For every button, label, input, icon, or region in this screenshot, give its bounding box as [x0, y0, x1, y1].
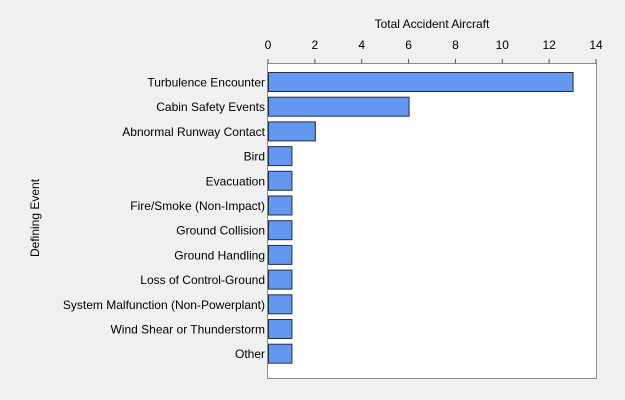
category-label: Evacuation — [206, 174, 265, 188]
bar — [268, 294, 293, 315]
category-label: System Malfunction (Non-Powerplant) — [63, 298, 265, 312]
bar — [268, 146, 293, 167]
category-label: Other — [235, 347, 265, 361]
category-label: Loss of Control-Ground — [140, 273, 265, 287]
x-tick-label: 8 — [452, 38, 459, 52]
bar — [268, 269, 293, 290]
y-axis-title: Defining Event — [28, 178, 42, 257]
bar — [268, 121, 316, 142]
bar — [268, 343, 293, 364]
category-label: Cabin Safety Events — [156, 100, 265, 114]
bar — [268, 195, 293, 216]
category-label: Abnormal Runway Contact — [122, 125, 265, 139]
x-tick-label: 10 — [496, 38, 510, 52]
bar — [268, 244, 293, 265]
x-axis-title: Total Accident Aircraft — [375, 17, 490, 31]
bar — [268, 220, 293, 241]
category-label: Ground Handling — [174, 248, 265, 262]
bar — [268, 96, 410, 117]
category-label: Bird — [244, 150, 265, 164]
bar — [268, 319, 293, 339]
category-label: Fire/Smoke (Non-Impact) — [130, 199, 265, 213]
bars-group — [268, 72, 574, 364]
bar — [268, 72, 574, 92]
category-label: Turbulence Encounter — [147, 76, 265, 90]
x-tick-label: 2 — [312, 38, 319, 52]
x-axis-ticks: 0 2 4 6 8 10 12 14 — [265, 38, 603, 64]
x-tick-label: 12 — [542, 38, 556, 52]
category-label: Wind Shear or Thunderstorm — [110, 323, 265, 337]
category-label: Ground Collision — [176, 224, 265, 238]
x-tick-label: 0 — [265, 38, 272, 52]
x-tick-label: 14 — [589, 38, 603, 52]
x-tick-label: 4 — [358, 38, 365, 52]
x-tick-label: 6 — [405, 38, 412, 52]
category-labels: Turbulence Encounter Cabin Safety Events A… — [63, 76, 266, 362]
bar — [268, 170, 293, 191]
